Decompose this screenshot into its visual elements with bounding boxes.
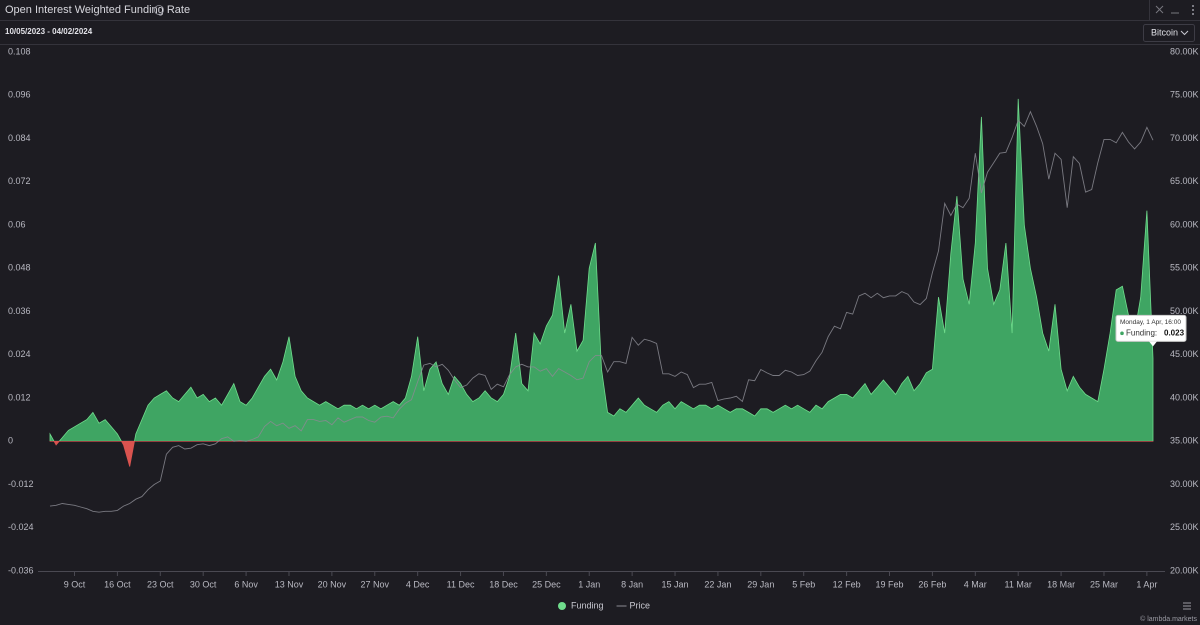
legend-swatch — [558, 602, 566, 610]
asset-selector-label[interactable]: Bitcoin — [1151, 27, 1178, 37]
x-tick-label: 23 Oct — [147, 579, 174, 589]
y2-tick-label: 75.00K — [1170, 90, 1199, 100]
y-tick-label: -0.024 — [8, 522, 34, 532]
info-icon[interactable] — [154, 5, 164, 15]
y2-tick-label: 35.00K — [1170, 436, 1199, 446]
legend-label[interactable]: Price — [630, 600, 651, 610]
y-tick-label: 0.024 — [8, 349, 31, 359]
asset-selector[interactable] — [1143, 24, 1195, 42]
x-tick-label: 26 Feb — [918, 579, 946, 589]
y-tick-label: 0.096 — [8, 90, 31, 100]
y-tick-label: 0.048 — [8, 263, 31, 273]
x-tick-label: 4 Mar — [964, 579, 987, 589]
x-tick-label: 1 Apr — [1136, 579, 1157, 589]
x-tick-label: 18 Mar — [1047, 579, 1075, 589]
y2-tick-label: 30.00K — [1170, 479, 1199, 489]
x-tick-label: 13 Nov — [275, 579, 304, 589]
close-button[interactable] — [1155, 5, 1164, 14]
y2-tick-label: 50.00K — [1170, 306, 1199, 316]
y-tick-label: 0 — [8, 436, 13, 446]
x-tick-label: 18 Dec — [489, 579, 518, 589]
y2-tick-label: 65.00K — [1170, 176, 1199, 186]
y-tick-label: 0.084 — [8, 133, 31, 143]
price-line — [49, 110, 1154, 513]
y-tick-label: -0.036 — [8, 565, 34, 575]
y2-tick-label: 60.00K — [1170, 219, 1199, 229]
y-tick-label: 0.06 — [8, 219, 26, 229]
x-tick-label: 30 Oct — [190, 579, 217, 589]
date-range: 10/05/2023 - 04/02/2024 — [5, 27, 93, 36]
dropdown-arrow — [1180, 30, 1189, 36]
x-tick-label: 12 Feb — [833, 579, 861, 589]
x-tick-label: 19 Feb — [875, 579, 903, 589]
y2-tick-label: 45.00K — [1170, 349, 1199, 359]
y-tick-label: 0.108 — [8, 46, 31, 56]
tooltip-dot — [1120, 331, 1124, 336]
tooltip-pointer — [1149, 341, 1157, 347]
x-tick-label: 25 Dec — [532, 579, 561, 589]
x-tick-label: 29 Jan — [747, 579, 774, 589]
y2-tick-label: 25.00K — [1170, 522, 1199, 532]
x-tick-label: 9 Oct — [64, 579, 86, 589]
y2-tick-label: 55.00K — [1170, 263, 1199, 273]
chart-title: Open Interest Weighted Funding Rate — [5, 4, 190, 16]
x-tick-label: 20 Nov — [318, 579, 347, 589]
y-tick-label: 0.012 — [8, 392, 31, 402]
x-tick-label: 6 Nov — [234, 579, 258, 589]
x-tick-label: 8 Jan — [621, 579, 643, 589]
x-tick-label: 11 Mar — [1005, 579, 1032, 589]
y-tick-label: 0.072 — [8, 176, 31, 186]
y-tick-label: 0.036 — [8, 306, 31, 316]
y-tick-label: -0.012 — [8, 479, 34, 489]
menu-button[interactable] — [1192, 5, 1194, 15]
x-tick-label: 16 Oct — [104, 579, 131, 589]
x-tick-label: 15 Jan — [662, 579, 689, 589]
y2-tick-label: 20.00K — [1170, 565, 1199, 575]
tooltip-title: Monday, 1 Apr, 16:00 — [1120, 319, 1181, 326]
x-tick-label: 27 Nov — [361, 579, 390, 589]
watermark: © lambda.markets — [1140, 615, 1197, 623]
y2-tick-label: 70.00K — [1170, 133, 1199, 143]
x-tick-label: 1 Jan — [578, 579, 600, 589]
tooltip-label: Funding: — [1126, 328, 1157, 337]
funding-area — [49, 98, 1154, 467]
x-tick-label: 11 Dec — [447, 579, 475, 589]
x-tick-label: 25 Mar — [1090, 579, 1118, 589]
x-tick-label: 22 Jan — [704, 579, 731, 589]
export-menu[interactable] — [1183, 602, 1191, 610]
legend-label[interactable]: Funding — [571, 600, 604, 610]
tooltip-value: 0.023 — [1164, 328, 1185, 337]
y2-tick-label: 80.00K — [1170, 46, 1199, 56]
x-tick-label: 4 Dec — [406, 579, 430, 589]
x-tick-label: 5 Feb — [792, 579, 815, 589]
y2-tick-label: 40.00K — [1170, 392, 1199, 402]
